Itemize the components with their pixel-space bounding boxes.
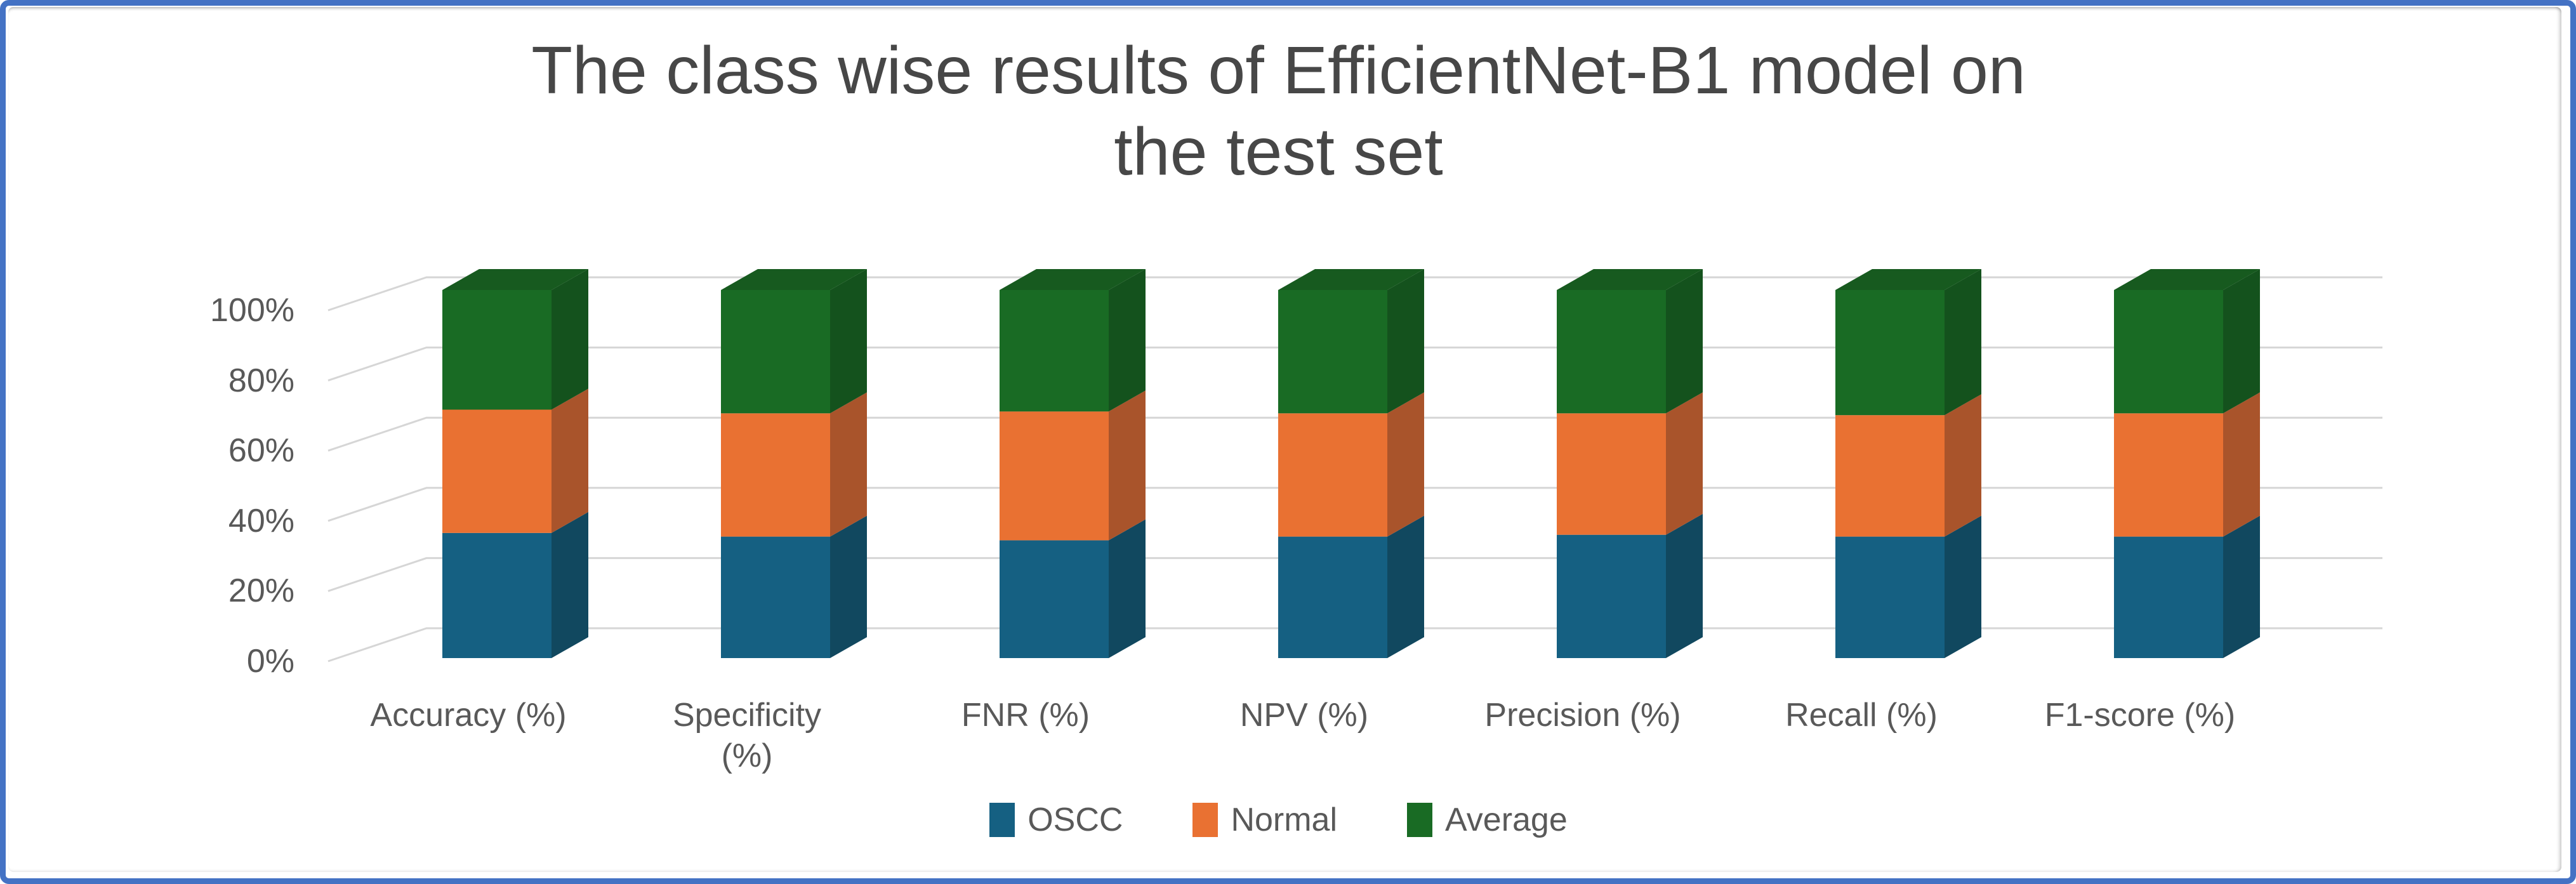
plot-area	[327, 269, 2382, 663]
bar-segment	[1557, 534, 1666, 658]
bar-segment	[721, 290, 830, 414]
legend-label: Normal	[1231, 802, 1338, 838]
bar-segment-side	[1387, 392, 1424, 537]
bar-segment-side	[2223, 392, 2260, 537]
category-label-line: Accuracy (%)	[370, 697, 567, 734]
bar-segment-side	[552, 511, 588, 658]
category-label-line: (%)	[721, 737, 773, 774]
y-axis-tick-label: 0%	[246, 643, 294, 680]
bar-segment-side	[1666, 513, 1703, 658]
bar-segment-side	[1945, 394, 1981, 537]
bar-segment	[1278, 413, 1387, 537]
legend-item-normal: Normal	[1192, 802, 1337, 838]
y-axis-tick-label: 100%	[210, 292, 294, 329]
bar-segment	[2114, 536, 2223, 658]
bar-top-face	[1557, 269, 1703, 290]
bar-segment-side	[1945, 515, 1981, 658]
gridline	[327, 627, 2382, 663]
bar-segment	[1000, 540, 1109, 658]
legend-item-oscc: OSCC	[989, 802, 1123, 838]
category-label: F1-score (%)	[2007, 695, 2273, 736]
category-label-line: Precision (%)	[1484, 697, 1681, 734]
bar-segment	[442, 532, 552, 658]
bar-top-face	[442, 269, 588, 290]
bar-segment	[1000, 411, 1109, 541]
category-label-line: F1-score (%)	[2044, 697, 2236, 734]
category-label: Specificity (%)	[614, 695, 880, 776]
bar-segment-side	[1387, 269, 1424, 414]
bar-segment	[1278, 536, 1387, 658]
bar-segment	[2114, 290, 2223, 414]
bar-top-face	[721, 269, 867, 290]
bar-segment	[442, 290, 552, 410]
gridline	[327, 276, 2382, 312]
category-label-line: FNR (%)	[961, 697, 1090, 734]
category-label: Accuracy (%)	[335, 695, 602, 736]
bar-segment	[1835, 290, 1945, 416]
bar-segment	[721, 536, 830, 658]
bar-segment	[1557, 290, 1666, 414]
legend: OSCC Normal Average	[6, 798, 2551, 842]
bar-segment-side	[1666, 392, 1703, 535]
bar-top-face	[1835, 269, 1981, 290]
bar-segment-side	[552, 388, 588, 533]
legend-swatch-oscc	[989, 803, 1015, 837]
category-label-line: Recall (%)	[1785, 697, 1938, 734]
bar-segment	[1835, 415, 1945, 537]
y-axis-tick-label: 80%	[228, 362, 294, 399]
bar-segment	[1000, 290, 1109, 412]
gridline	[327, 346, 2382, 382]
legend-item-average: Average	[1407, 802, 1568, 838]
chart-title-line-1: The class wise results of EfficientNet-B…	[531, 33, 2026, 108]
y-axis-tick-label: 20%	[228, 572, 294, 610]
bar-segment-side	[1666, 269, 1703, 414]
bar-top-face	[2114, 269, 2260, 290]
bar-segment-side	[2223, 269, 2260, 414]
chart-title: The class wise results of EfficientNet-B…	[6, 30, 2551, 192]
gridline	[327, 416, 2382, 452]
category-label-line: Specificity	[672, 697, 822, 734]
bar-segment-side	[830, 269, 867, 414]
bar-segment-side	[1109, 269, 1146, 412]
category-label-line: NPV (%)	[1239, 697, 1369, 734]
bar-segment-side	[1109, 390, 1146, 541]
category-label: NPV (%)	[1171, 695, 1437, 736]
category-label: FNR (%)	[892, 695, 1159, 736]
gridline	[327, 557, 2382, 592]
legend-swatch-normal	[1192, 803, 1219, 837]
category-label: Precision (%)	[1450, 695, 1716, 736]
y-axis-tick-label: 40%	[228, 502, 294, 539]
bar-segment-side	[830, 392, 867, 537]
bar-top-face	[1278, 269, 1424, 290]
bar-segment	[2114, 413, 2223, 537]
category-label: Recall (%)	[1728, 695, 1995, 736]
y-axis-tick-label: 60%	[228, 432, 294, 470]
legend-swatch-average	[1407, 803, 1433, 837]
bar-segment-side	[2223, 515, 2260, 658]
bar-segment-side	[830, 515, 867, 658]
bar-segment	[1278, 290, 1387, 414]
bar-segment	[721, 413, 830, 537]
bar-top-face	[1000, 269, 1146, 290]
bar-segment	[1835, 536, 1945, 658]
bar-segment-side	[1945, 269, 1981, 416]
gridline	[327, 487, 2382, 522]
bar-segment-side	[552, 269, 588, 410]
bar-segment-side	[1109, 519, 1146, 658]
legend-label: Average	[1445, 802, 1568, 838]
bar-segment	[1557, 413, 1666, 535]
bar-segment	[442, 409, 552, 533]
bar-segment-side	[1387, 515, 1424, 658]
chart-title-line-2: the test set	[1114, 114, 1443, 189]
legend-label: OSCC	[1027, 802, 1123, 838]
